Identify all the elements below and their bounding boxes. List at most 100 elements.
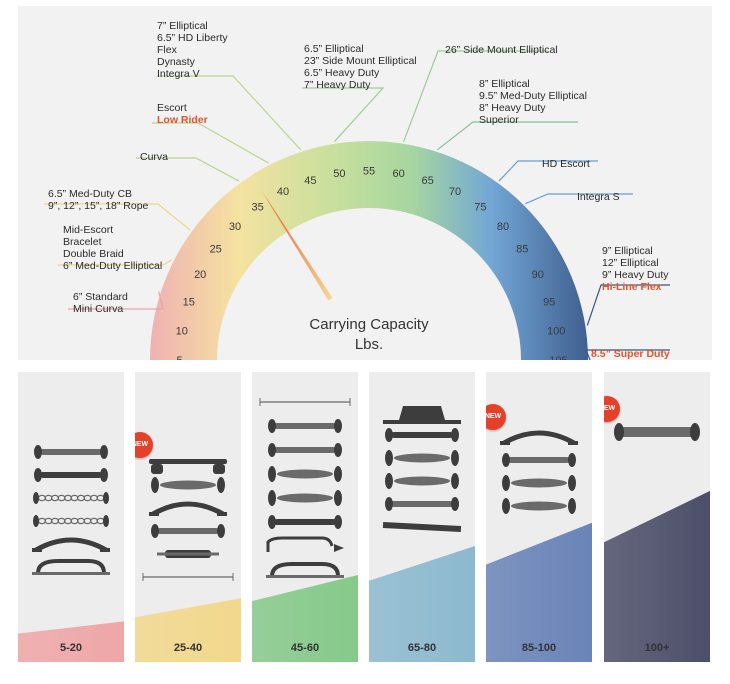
tick-label: 105 <box>549 355 567 360</box>
handle-image <box>383 406 461 424</box>
capacity-wedge <box>486 522 592 662</box>
new-badge: NEW <box>135 432 153 458</box>
handle-image <box>382 521 462 533</box>
callout-line-40 <box>152 122 269 164</box>
tick-label: 40 <box>277 186 289 198</box>
callout-line-25 <box>44 203 191 231</box>
panel-range-label: 5-20 <box>59 642 83 654</box>
handle-image <box>268 466 342 482</box>
handle-image <box>502 453 576 467</box>
callout-line-80 <box>525 193 633 205</box>
handle-image <box>151 524 225 538</box>
callout-line-45 <box>157 75 302 151</box>
callout-45-line: Flex <box>157 44 178 56</box>
tick-label: 85 <box>516 244 528 256</box>
handle-image <box>32 559 110 575</box>
callout-line-65 <box>436 121 578 151</box>
handle-image <box>149 459 227 474</box>
callout-65-line: 9.5” Med-Duty Elliptical <box>479 90 587 102</box>
gauge-arc <box>150 141 588 360</box>
tick-label: 75 <box>474 202 486 214</box>
callout-50-line: 7” Heavy Duty <box>304 79 371 91</box>
handle-image <box>266 536 344 552</box>
panel-art-3 <box>369 406 475 662</box>
callout-15-line: Mini Curva <box>73 303 123 315</box>
panel-art-0 <box>18 445 124 662</box>
tick-label: 55 <box>363 166 375 178</box>
gauge-ticks: 5 10 15 20 25 30 35 40 45 50 55 60 65 70 75 80 85 90 95 100… <box>176 166 568 361</box>
tick-label: 60 <box>392 168 404 180</box>
capacity-wedge <box>135 598 241 662</box>
callout-45-line: Integra V <box>157 68 200 80</box>
tick-label: 30 <box>229 221 241 233</box>
callout-15-line: 6” Standard <box>73 291 128 303</box>
callout-105-highlight: 8.5” Super Duty <box>591 348 670 360</box>
new-badge: NEW <box>486 404 506 430</box>
callout-60-line: 26” Side Mount Elliptical <box>445 44 558 56</box>
handle-image <box>385 428 459 442</box>
panel-5: NEW 100+ <box>604 372 710 662</box>
callout-40-highlight: Low Rider <box>157 114 208 126</box>
handle-image <box>268 515 342 529</box>
handle-image <box>385 473 459 489</box>
handle-image <box>502 498 576 514</box>
handle-image <box>34 468 108 482</box>
tick-label: 95 <box>543 296 555 308</box>
handle-image <box>500 430 578 446</box>
panel-1: NEW 25-40 <box>135 372 241 662</box>
handle-image <box>502 475 576 491</box>
handle-image <box>268 490 342 506</box>
callout-100-line: 12” Elliptical <box>602 257 659 269</box>
callout-line-15 <box>68 291 164 310</box>
callout-line-75 <box>498 160 598 182</box>
callout-line-50 <box>302 87 385 143</box>
callout-line-105 <box>585 349 670 360</box>
callout-line-20 <box>58 259 173 266</box>
gauge-band <box>150 141 588 360</box>
callout-25-line: 6.5” Med-Duty CB <box>48 188 132 200</box>
callout-65-line: Superior <box>479 114 519 126</box>
caption-line1: Carrying Capacity <box>309 316 429 333</box>
caption-line2: Lbs. <box>355 336 383 353</box>
callout-100-line: 9” Elliptical <box>602 245 653 257</box>
callout-25-line: 9”, 12”, 15”, 18” Rope <box>48 200 149 212</box>
handle-image <box>385 497 459 511</box>
panel-2: 45-60 <box>252 372 358 662</box>
capacity-wedge <box>369 546 475 662</box>
panel-range-label: 65-80 <box>407 642 437 654</box>
handle-image <box>268 443 342 457</box>
panel-art-2 <box>252 398 358 662</box>
callout-50-line: 6.5” Heavy Duty <box>304 67 380 79</box>
tick-label: 10 <box>176 325 188 337</box>
capacity-wedge <box>604 490 710 662</box>
panel-range-label: 25-40 <box>173 642 203 654</box>
handle-image <box>268 419 342 433</box>
tick-label: 50 <box>333 168 345 180</box>
callout-line-60 <box>403 50 548 142</box>
panel-0: 5-20 <box>18 372 124 662</box>
gauge-section: 5 10 15 20 25 30 35 40 45 50 55 60 65 70 75 80 85 90 95 100… <box>18 6 712 360</box>
capacity-wedge <box>252 575 358 662</box>
handle-image <box>259 398 351 406</box>
panel-range-label: 85-100 <box>521 642 557 654</box>
handle-image <box>157 550 219 558</box>
callout-80-line: Integra S <box>577 191 620 203</box>
panel-art-4 <box>486 430 592 662</box>
panel-4: NEW 85-100 <box>486 372 592 662</box>
callout-75-line: HD Escort <box>542 158 590 170</box>
callout-lines <box>44 50 670 360</box>
callout-35-line: Curva <box>140 151 168 163</box>
new-badge: NEW <box>604 396 620 422</box>
tick-label: 100 <box>547 325 565 337</box>
tick-label: 25 <box>210 244 222 256</box>
capacity-wedge <box>18 621 124 662</box>
handle-image <box>614 423 700 441</box>
handle-image <box>151 477 225 493</box>
handle-image <box>34 445 108 459</box>
tick-label: 80 <box>497 221 509 233</box>
callout-line-35 <box>136 157 240 182</box>
callout-20-line: Double Braid <box>63 248 124 260</box>
handle-panels: 5-20 NEW 25-40 45-60 65-80 NEW 85-100 NEW 100+ <box>0 372 730 684</box>
callout-20-line: 6” Med-Duty Elliptical <box>63 260 162 272</box>
